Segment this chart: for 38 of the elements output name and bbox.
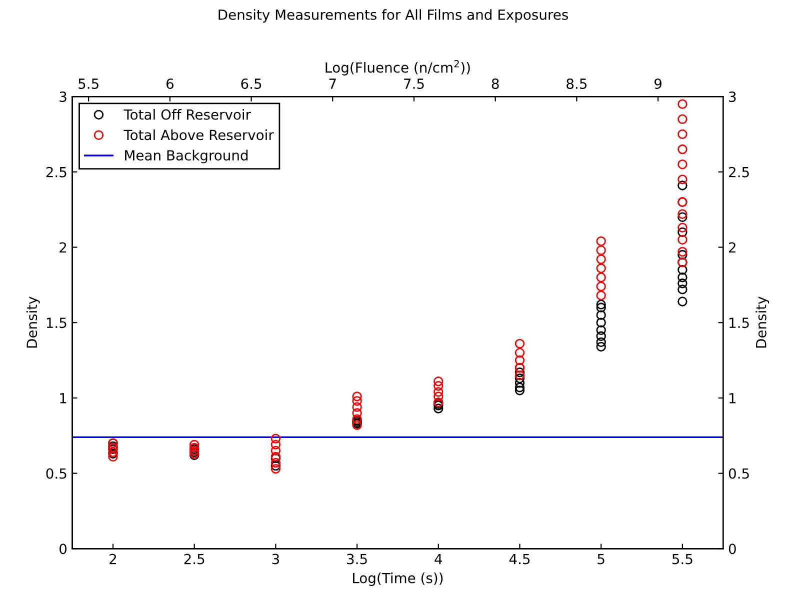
x2-tick-label: 6 bbox=[166, 78, 174, 89]
x2-tick-label: 7 bbox=[329, 78, 336, 89]
x2-axis-title: Log(Fluence (n/cm$^{2}$)) bbox=[326, 60, 470, 76]
legend-label: Total Off Reservoir bbox=[124, 109, 252, 120]
x-tick-label: 4 bbox=[434, 554, 442, 564]
x-tick-label: 5 bbox=[598, 554, 604, 564]
x2-tick-label: 5.5 bbox=[78, 78, 98, 89]
x-tick-label: 3 bbox=[272, 554, 279, 564]
y-tick-label: 0.5 bbox=[46, 468, 66, 479]
y2-tick-label: 2 bbox=[729, 242, 736, 253]
legend-label: Total Above Reservoir bbox=[124, 129, 274, 140]
y-tick-label: 0 bbox=[60, 544, 67, 554]
x2-tick-label: 8.5 bbox=[566, 78, 587, 89]
x-tick-label: 2 bbox=[110, 554, 116, 564]
x2-tick-label: 8 bbox=[492, 78, 499, 89]
y-tick-label: 3 bbox=[60, 92, 66, 102]
x-axis-title: Log(Time (s)) bbox=[353, 572, 443, 586]
y2-tick-label: 3 bbox=[729, 92, 736, 102]
x2-tick-label: 7.5 bbox=[404, 78, 424, 89]
legend-label: Mean Background bbox=[125, 150, 248, 164]
x-tick-label: 3.5 bbox=[347, 554, 367, 564]
y2-tick-label: 0 bbox=[728, 544, 736, 554]
x-tick-label: 5.5 bbox=[672, 554, 692, 564]
y2-tick-label: 1.5 bbox=[730, 318, 749, 328]
y-tick-label: 2.5 bbox=[46, 166, 66, 178]
y2-tick-label: 0.5 bbox=[728, 468, 749, 479]
y-axis-title: Density bbox=[26, 296, 40, 348]
y-tick-label: 1.5 bbox=[46, 318, 66, 328]
y-tick-label: 1 bbox=[60, 393, 66, 404]
x2-tick-label: 6.5 bbox=[241, 78, 262, 89]
x-tick-label: 4.5 bbox=[509, 554, 530, 564]
x2-tick-label: 9 bbox=[654, 78, 662, 89]
chart-title: Density Measurements for All Films and Exposures bbox=[218, 9, 568, 23]
y2-axis-title: Density bbox=[756, 296, 770, 348]
y2-tick-label: 2.5 bbox=[729, 166, 749, 178]
x-tick-label: 2.5 bbox=[184, 554, 204, 564]
y-tick-label: 2 bbox=[60, 242, 66, 253]
y2-tick-label: 1 bbox=[730, 393, 736, 404]
